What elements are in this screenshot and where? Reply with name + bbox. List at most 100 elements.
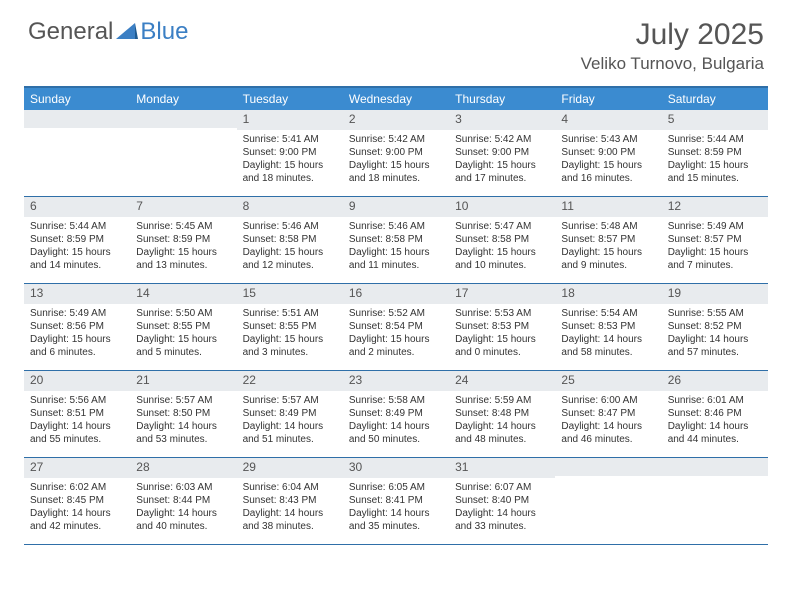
sunset-line: Sunset: 8:59 PM (30, 233, 124, 246)
cell-content: Sunrise: 5:58 AMSunset: 8:49 PMDaylight:… (343, 391, 449, 452)
day-header: Sunday (24, 88, 130, 110)
weeks-container: 1Sunrise: 5:41 AMSunset: 9:00 PMDaylight… (24, 110, 768, 545)
day-number: 19 (662, 284, 768, 304)
daylight-line: Daylight: 15 hours and 2 minutes. (349, 333, 443, 359)
sunrise-line: Sunrise: 5:55 AM (668, 307, 762, 320)
sunset-line: Sunset: 8:55 PM (243, 320, 337, 333)
calendar-cell: 23Sunrise: 5:58 AMSunset: 8:49 PMDayligh… (343, 371, 449, 457)
cell-content: Sunrise: 5:44 AMSunset: 8:59 PMDaylight:… (24, 217, 130, 278)
sunrise-line: Sunrise: 5:44 AM (30, 220, 124, 233)
sunrise-line: Sunrise: 6:00 AM (561, 394, 655, 407)
calendar-cell: 9Sunrise: 5:46 AMSunset: 8:58 PMDaylight… (343, 197, 449, 283)
sunrise-line: Sunrise: 5:46 AM (243, 220, 337, 233)
day-number: 25 (555, 371, 661, 391)
cell-content: Sunrise: 6:04 AMSunset: 8:43 PMDaylight:… (237, 478, 343, 539)
cell-content: Sunrise: 5:59 AMSunset: 8:48 PMDaylight:… (449, 391, 555, 452)
calendar-cell: 28 Sunrise: 6:03 AMSunset: 8:44 PMDayligh… (130, 458, 236, 544)
week-row: 27Sunrise: 6:02 AMSunset: 8:45 PMDayligh… (24, 458, 768, 545)
sunrise-line: Sunrise: 5:41 AM (243, 133, 337, 146)
calendar-cell: 5Sunrise: 5:44 AMSunset: 8:59 PMDaylight… (662, 110, 768, 196)
cell-content: Sunrise: 5:49 AMSunset: 8:56 PMDaylight:… (24, 304, 130, 365)
calendar-cell: 17Sunrise: 5:53 AMSunset: 8:53 PMDayligh… (449, 284, 555, 370)
sunrise-line: Sunrise: 5:42 AM (455, 133, 549, 146)
cell-content: Sunrise: 5:46 AMSunset: 8:58 PMDaylight:… (237, 217, 343, 278)
daylight-line: Daylight: 15 hours and 0 minutes. (455, 333, 549, 359)
day-number: 4 (555, 110, 661, 130)
cell-content: Sunrise: 5:55 AMSunset: 8:52 PMDaylight:… (662, 304, 768, 365)
daylight-line: Daylight: 14 hours and 55 minutes. (30, 420, 124, 446)
day-header: Wednesday (343, 88, 449, 110)
sunset-line: Sunset: 8:52 PM (668, 320, 762, 333)
calendar-cell: 1Sunrise: 5:41 AMSunset: 9:00 PMDaylight… (237, 110, 343, 196)
sunset-line: Sunset: 8:49 PM (243, 407, 337, 420)
sunset-line: Sunset: 8:53 PM (455, 320, 549, 333)
day-number: 2 (343, 110, 449, 130)
cell-content: Sunrise: 5:48 AMSunset: 8:57 PMDaylight:… (555, 217, 661, 278)
calendar-cell: 18Sunrise: 5:54 AMSunset: 8:53 PMDayligh… (555, 284, 661, 370)
day-number: 8 (237, 197, 343, 217)
cell-content: Sunrise: 5:53 AMSunset: 8:53 PMDaylight:… (449, 304, 555, 365)
day-number: 15 (237, 284, 343, 304)
cell-content: Sunrise: 6:02 AMSunset: 8:45 PMDaylight:… (24, 478, 130, 539)
daylight-line: Daylight: 14 hours and 53 minutes. (136, 420, 230, 446)
cell-content: Sunrise: 5:57 AMSunset: 8:50 PMDaylight:… (130, 391, 236, 452)
sunset-line: Sunset: 8:50 PM (136, 407, 230, 420)
sunset-line: Sunset: 8:51 PM (30, 407, 124, 420)
day-header: Friday (555, 88, 661, 110)
daylight-line: Daylight: 15 hours and 15 minutes. (668, 159, 762, 185)
calendar-cell: 16Sunrise: 5:52 AMSunset: 8:54 PMDayligh… (343, 284, 449, 370)
daylight-line: Daylight: 15 hours and 14 minutes. (30, 246, 124, 272)
day-number: 22 (237, 371, 343, 391)
calendar-cell (24, 110, 130, 196)
day-number: 10 (449, 197, 555, 217)
cell-content: Sunrise: 5:44 AMSunset: 8:59 PMDaylight:… (662, 130, 768, 191)
day-number: 16 (343, 284, 449, 304)
sunrise-line: Sunrise: 6:04 AM (243, 481, 337, 494)
daylight-line: Daylight: 15 hours and 13 minutes. (136, 246, 230, 272)
daylight-line: Daylight: 14 hours and 44 minutes. (668, 420, 762, 446)
sunset-line: Sunset: 8:45 PM (30, 494, 124, 507)
daylight-line: Daylight: 15 hours and 5 minutes. (136, 333, 230, 359)
cell-content: Sunrise: 5:47 AMSunset: 8:58 PMDaylight:… (449, 217, 555, 278)
daylight-line: Daylight: 14 hours and 40 minutes. (136, 507, 230, 533)
day-number: 30 (343, 458, 449, 478)
calendar-cell: 4Sunrise: 5:43 AMSunset: 9:00 PMDaylight… (555, 110, 661, 196)
calendar-cell: 11Sunrise: 5:48 AMSunset: 8:57 PMDayligh… (555, 197, 661, 283)
month-title: July 2025 (581, 18, 764, 52)
daylight-line: Daylight: 14 hours and 46 minutes. (561, 420, 655, 446)
daylight-line: Daylight: 14 hours and 35 minutes. (349, 507, 443, 533)
sunset-line: Sunset: 9:00 PM (561, 146, 655, 159)
cell-content: Sunrise: 5:42 AMSunset: 9:00 PMDaylight:… (449, 130, 555, 191)
sunrise-line: Sunrise: 5:44 AM (668, 133, 762, 146)
calendar-cell (662, 458, 768, 544)
calendar-cell: 30Sunrise: 6:05 AMSunset: 8:41 PMDayligh… (343, 458, 449, 544)
logo-text-2: Blue (140, 18, 188, 46)
calendar-cell: 27Sunrise: 6:02 AMSunset: 8:45 PMDayligh… (24, 458, 130, 544)
cell-content: Sunrise: 6:01 AMSunset: 8:46 PMDaylight:… (662, 391, 768, 452)
cell-content: Sunrise: 5:45 AMSunset: 8:59 PMDaylight:… (130, 217, 236, 278)
day-header: Tuesday (237, 88, 343, 110)
day-number: 6 (24, 197, 130, 217)
day-number: 27 (24, 458, 130, 478)
logo: General Blue (28, 18, 188, 46)
day-number: 20 (24, 371, 130, 391)
sunrise-line: Sunrise: 5:47 AM (455, 220, 549, 233)
sunrise-line: Sunrise: 5:52 AM (349, 307, 443, 320)
day-number (24, 110, 130, 128)
calendar-cell (130, 110, 236, 196)
sunset-line: Sunset: 8:44 PM (136, 494, 230, 507)
calendar-cell: 15Sunrise: 5:51 AMSunset: 8:55 PMDayligh… (237, 284, 343, 370)
calendar-cell: 20Sunrise: 5:56 AMSunset: 8:51 PMDayligh… (24, 371, 130, 457)
day-number: 18 (555, 284, 661, 304)
cell-content: Sunrise: 5:42 AMSunset: 9:00 PMDaylight:… (343, 130, 449, 191)
day-number: 9 (343, 197, 449, 217)
sunrise-line: Sunrise: 6:03 AM (136, 481, 230, 494)
day-number: 31 (449, 458, 555, 478)
cell-content: Sunrise: 5:50 AMSunset: 8:55 PMDaylight:… (130, 304, 236, 365)
day-number: 28 (130, 458, 236, 478)
calendar-cell: 22Sunrise: 5:57 AMSunset: 8:49 PMDayligh… (237, 371, 343, 457)
cell-content: Sunrise: 5:52 AMSunset: 8:54 PMDaylight:… (343, 304, 449, 365)
sunset-line: Sunset: 9:00 PM (349, 146, 443, 159)
week-row: 20Sunrise: 5:56 AMSunset: 8:51 PMDayligh… (24, 371, 768, 458)
sunset-line: Sunset: 8:59 PM (668, 146, 762, 159)
